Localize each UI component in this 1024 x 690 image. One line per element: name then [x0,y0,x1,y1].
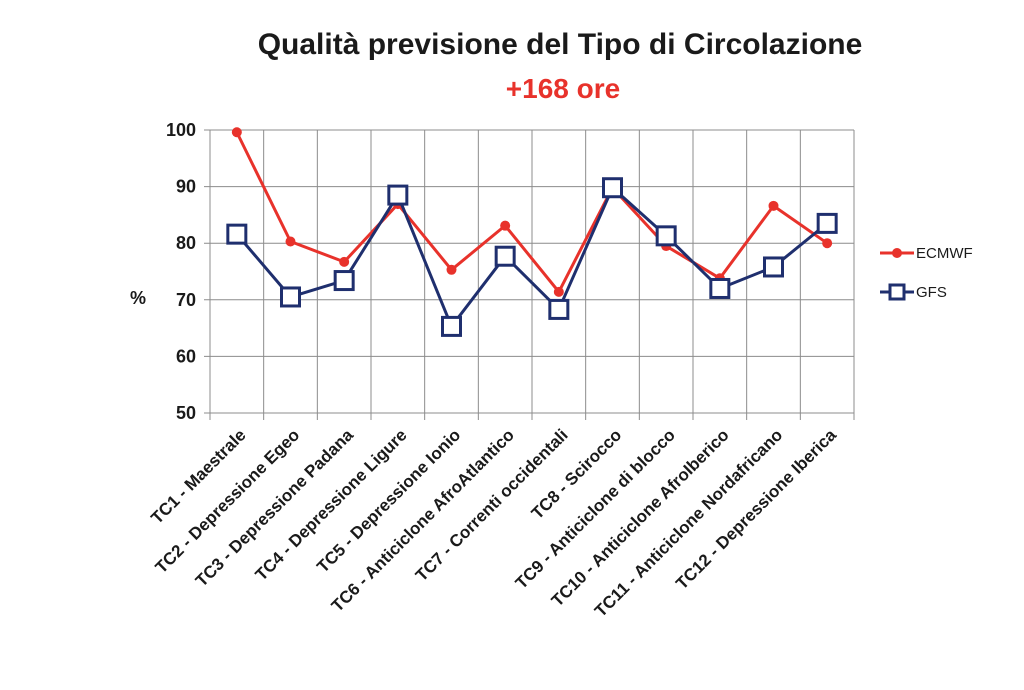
y-tick-label: 100 [166,120,196,140]
data-point [768,200,779,211]
legend-item-gfs: GFS [880,283,947,301]
data-point [226,223,248,245]
legend: ECMWF GFS [880,245,973,301]
series-line [235,131,829,294]
y-tick-label: 50 [176,403,196,423]
data-point [655,225,677,247]
y-tick-labels: 50 60 70 80 90 100 [166,120,196,423]
data-point [822,238,833,249]
data-point [494,245,516,267]
x-tick-label: TC1 - Maestrale [147,425,249,527]
data-point [709,277,731,299]
series-gfs [226,177,838,337]
legend-label: GFS [916,284,947,301]
y-tick-label: 90 [176,177,196,197]
chart-title: Qualità previsione del Tipo di Circolazi… [258,28,863,61]
legend-label: ECMWF [916,245,973,262]
legend-marker [892,248,902,258]
series-layer [226,127,838,337]
data-point [500,220,511,231]
legend-marker [888,283,906,301]
y-axis-label: % [130,288,146,308]
y-tick-label: 80 [176,233,196,253]
data-point [231,127,242,138]
data-point [280,286,301,308]
data-point [602,177,623,199]
data-point [387,184,409,206]
data-point [446,264,457,275]
data-point [548,298,570,320]
chart-subtitle: +168 ore [506,73,620,104]
y-tick-label: 60 [176,346,196,366]
data-point [763,256,784,278]
legend-item-ecmwf: ECMWF [880,245,973,262]
data-point [285,236,296,247]
data-point [441,315,462,337]
y-tick-label: 70 [176,290,196,310]
data-point [333,270,355,292]
data-point [553,286,564,297]
data-point [816,212,838,234]
grid [204,129,855,420]
data-point [339,256,350,267]
